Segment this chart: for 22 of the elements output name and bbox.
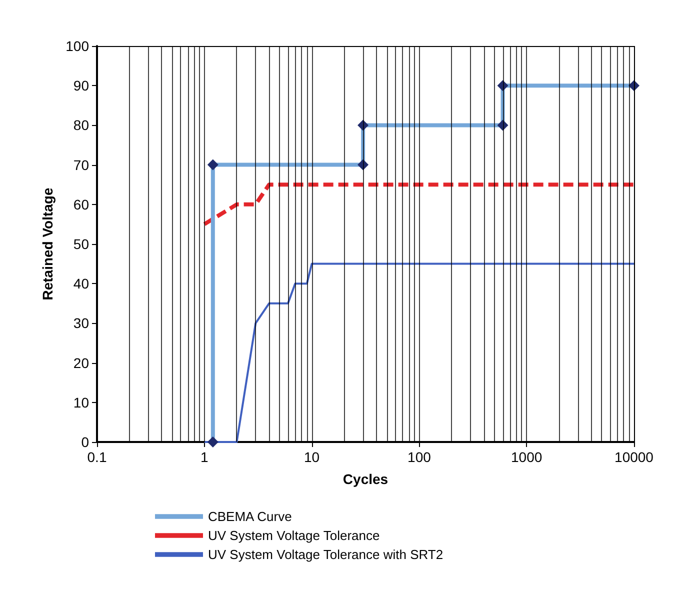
y-tick-label: 50 (73, 236, 90, 252)
x-tick-label: 0.1 (87, 449, 107, 465)
y-tick-label: 0 (81, 434, 90, 450)
legend-label: CBEMA Curve (208, 509, 292, 524)
y-tick-label: 90 (73, 78, 90, 94)
x-tick-label: 1 (200, 449, 208, 465)
y-tick-label: 30 (73, 315, 90, 332)
legend-label: UV System Voltage Tolerance (208, 528, 380, 543)
y-axis-title: Retained Voltage (40, 188, 56, 300)
y-tick-label: 70 (73, 156, 90, 173)
legend-label: UV System Voltage Tolerance with SRT2 (208, 547, 444, 562)
y-tick-label: 40 (73, 276, 90, 292)
x-axis-title: Cycles (342, 471, 388, 487)
x-tick-label: 100 (408, 449, 432, 465)
y-tick-label: 80 (73, 117, 90, 134)
y-tick-label: 20 (73, 354, 90, 371)
y-tick-label: 10 (73, 394, 90, 410)
x-tick-label: 10 (304, 449, 320, 465)
x-tick-label: 1000 (511, 449, 542, 465)
y-tick-label: 100 (66, 38, 90, 54)
y-tick-label: 60 (73, 196, 90, 212)
x-tick-label: 10000 (614, 449, 654, 465)
